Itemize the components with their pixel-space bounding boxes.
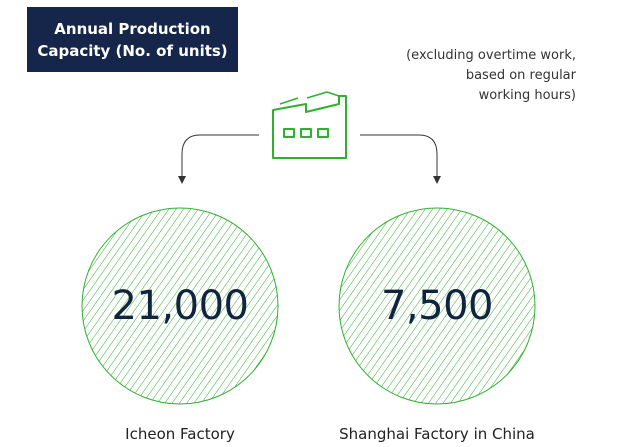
icheon-capacity-value: 21,000 [111,283,249,329]
shanghai-factory-label: Shanghai Factory in China [339,425,535,443]
shanghai-capacity-circle [338,207,536,405]
note-line-3: working hours) [478,88,576,103]
title-line-1: Annual Production [54,19,211,38]
title-line-2: Capacity (No. of units) [37,41,228,60]
icheon-factory-label: Icheon Factory [125,425,235,443]
right-connector-arrow [360,134,441,184]
capacity-note: (excluding overtime work, based on regul… [336,46,576,106]
note-line-1: (excluding overtime work, [406,48,576,63]
icheon-capacity-circle [81,207,279,405]
title-badge: Annual Production Capacity (No. of units… [27,7,238,72]
factory-icon [272,91,347,159]
shanghai-capacity-value: 7,500 [380,283,494,329]
left-connector-arrow [178,134,259,184]
note-line-2: based on regular [465,68,576,83]
